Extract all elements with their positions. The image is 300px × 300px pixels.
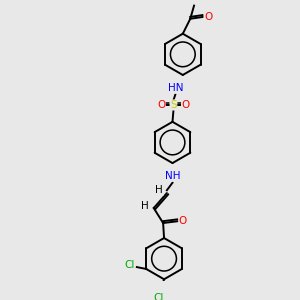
Text: Cl: Cl xyxy=(153,293,164,300)
Text: O: O xyxy=(179,216,187,226)
Text: O: O xyxy=(204,12,212,22)
Text: S: S xyxy=(170,100,177,110)
Text: HN: HN xyxy=(168,83,183,93)
Text: NH: NH xyxy=(165,171,180,181)
Text: H: H xyxy=(141,201,149,211)
Text: O: O xyxy=(182,100,190,110)
Text: H: H xyxy=(155,185,163,195)
Text: Cl: Cl xyxy=(124,260,134,270)
Text: O: O xyxy=(157,100,165,110)
